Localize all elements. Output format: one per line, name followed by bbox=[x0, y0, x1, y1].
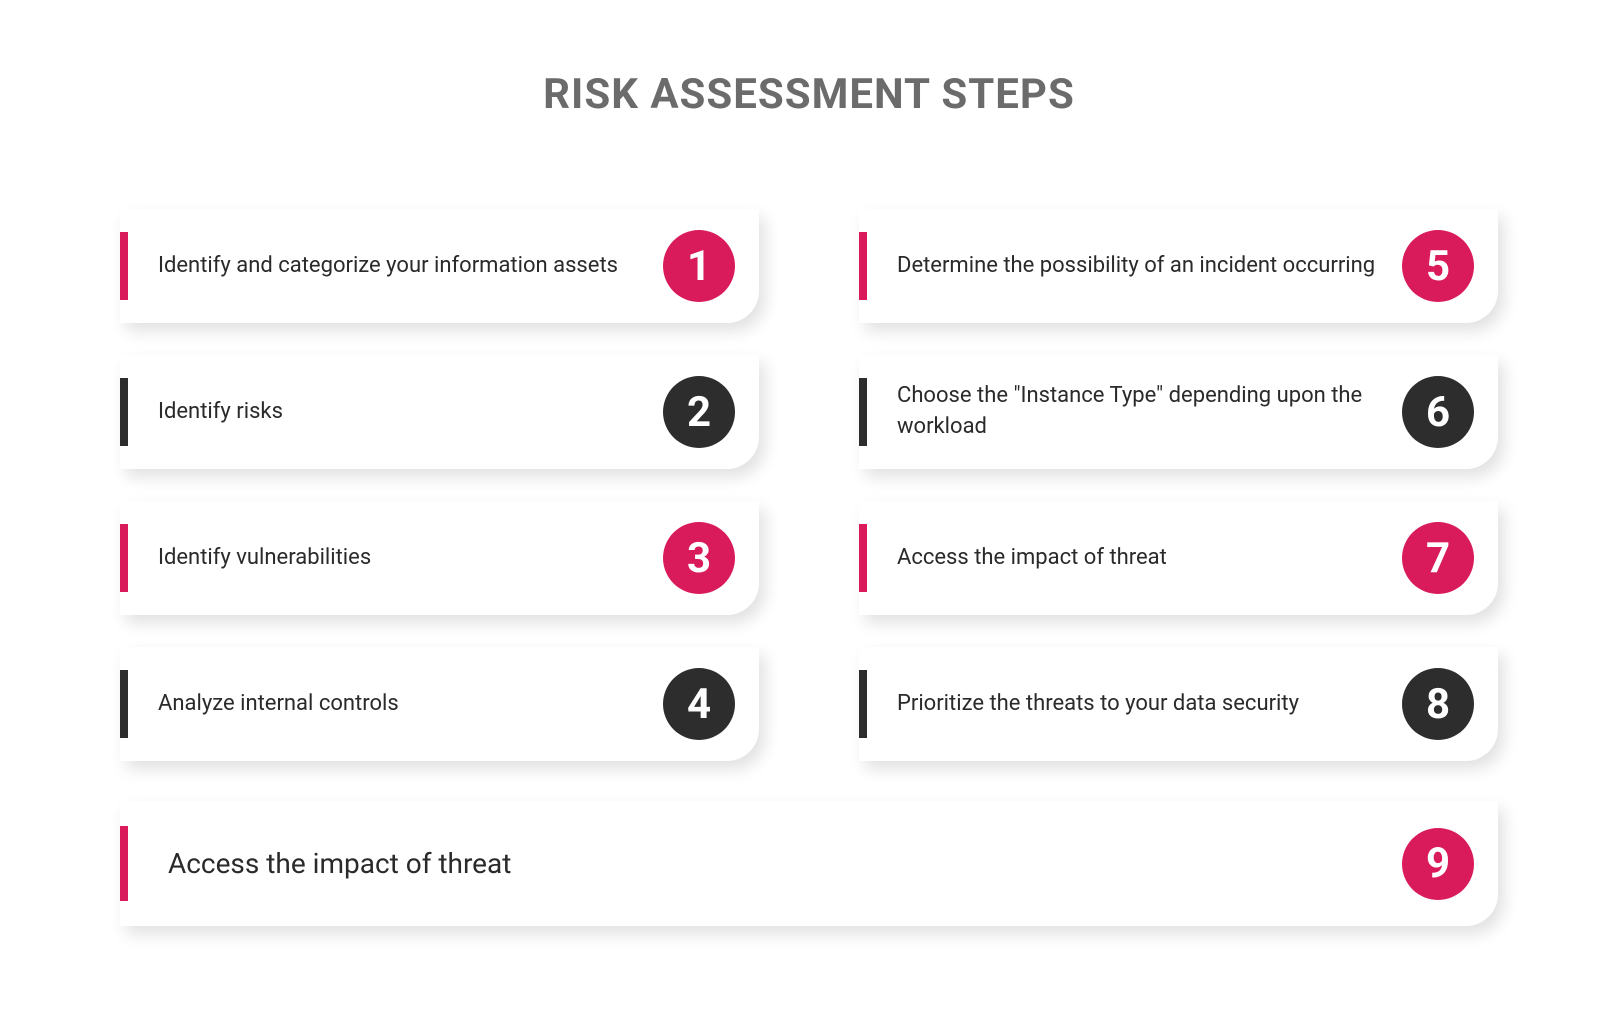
step-text: Identify risks bbox=[128, 397, 663, 428]
step-number: 7 bbox=[1402, 522, 1474, 594]
step-number: 5 bbox=[1402, 230, 1474, 302]
step-number: 9 bbox=[1402, 828, 1474, 900]
step-text: Identify vulnerabilities bbox=[128, 543, 663, 574]
step-number: 1 bbox=[663, 230, 735, 302]
accent-bar bbox=[120, 670, 128, 738]
step-text: Choose the "Instance Type" depending upo… bbox=[867, 381, 1402, 443]
step-text: Identify and categorize your information… bbox=[128, 251, 663, 282]
step-card-7: Access the impact of threat 7 bbox=[859, 501, 1498, 615]
step-text: Access the impact of threat bbox=[867, 543, 1402, 574]
accent-bar bbox=[859, 232, 867, 300]
accent-bar bbox=[120, 378, 128, 446]
step-card-6: Choose the "Instance Type" depending upo… bbox=[859, 355, 1498, 469]
accent-bar bbox=[859, 670, 867, 738]
step-number: 6 bbox=[1402, 376, 1474, 448]
step-number: 8 bbox=[1402, 668, 1474, 740]
step-number: 4 bbox=[663, 668, 735, 740]
accent-bar bbox=[859, 524, 867, 592]
step-card-3: Identify vulnerabilities 3 bbox=[120, 501, 759, 615]
step-card-9: Access the impact of threat 9 bbox=[120, 801, 1498, 926]
accent-bar bbox=[120, 232, 128, 300]
step-card-8: Prioritize the threats to your data secu… bbox=[859, 647, 1498, 761]
step-text: Access the impact of threat bbox=[128, 844, 1402, 883]
accent-bar bbox=[120, 524, 128, 592]
step-text: Analyze internal controls bbox=[128, 689, 663, 720]
accent-bar bbox=[859, 378, 867, 446]
step-card-1: Identify and categorize your information… bbox=[120, 209, 759, 323]
steps-grid: Identify and categorize your information… bbox=[120, 209, 1498, 761]
infographic-title: RISK ASSESSMENT STEPS bbox=[120, 70, 1498, 119]
step-card-4: Analyze internal controls 4 bbox=[120, 647, 759, 761]
step-text: Prioritize the threats to your data secu… bbox=[867, 689, 1402, 720]
step-number: 2 bbox=[663, 376, 735, 448]
accent-bar bbox=[120, 826, 128, 901]
step-card-2: Identify risks 2 bbox=[120, 355, 759, 469]
step-card-5: Determine the possibility of an incident… bbox=[859, 209, 1498, 323]
step-text: Determine the possibility of an incident… bbox=[867, 251, 1402, 282]
step-number: 3 bbox=[663, 522, 735, 594]
